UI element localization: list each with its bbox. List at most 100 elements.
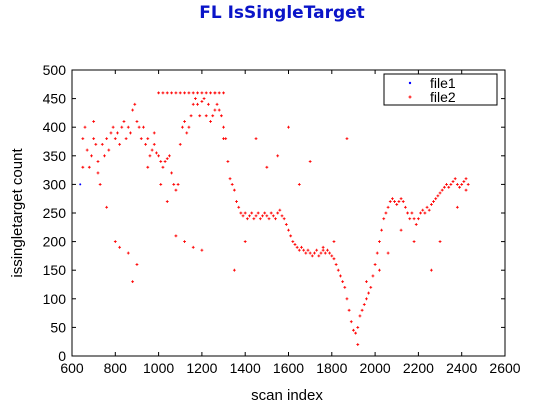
data-point <box>289 234 293 238</box>
data-point <box>300 245 303 249</box>
data-point <box>399 228 403 232</box>
data-point <box>217 91 221 95</box>
data-point <box>222 137 225 141</box>
data-point <box>410 211 414 215</box>
data-point <box>414 223 418 226</box>
data-point <box>438 240 442 243</box>
data-point <box>113 240 117 243</box>
data-point <box>178 142 182 146</box>
data-point <box>157 154 160 158</box>
data-point <box>408 217 412 221</box>
data-point <box>142 125 145 129</box>
data-point <box>157 91 160 95</box>
data-point <box>213 91 217 95</box>
data-point <box>139 137 143 141</box>
data-point <box>365 297 368 301</box>
data-point <box>458 185 461 189</box>
data-point <box>85 148 89 152</box>
data-point <box>183 91 186 95</box>
chart-title: FL IsSingleTarget <box>199 3 365 23</box>
data-point <box>174 234 178 238</box>
data-point <box>425 205 429 209</box>
data-point <box>321 248 325 252</box>
data-point <box>92 120 96 123</box>
data-point <box>126 125 130 129</box>
data-point <box>429 268 433 272</box>
legend-box <box>383 73 498 106</box>
y-tick-label: 150 <box>43 262 67 278</box>
x-tick-label: 800 <box>104 360 128 376</box>
data-point <box>100 142 104 146</box>
data-point <box>460 183 464 186</box>
data-point <box>202 97 206 100</box>
x-tick-label: 2200 <box>403 360 434 376</box>
plot-frame <box>71 69 506 357</box>
data-point <box>256 211 260 215</box>
data-point <box>174 188 178 192</box>
data-point <box>87 165 91 169</box>
data-point <box>209 120 212 123</box>
x-tick-label: 1200 <box>186 360 217 376</box>
data-point <box>427 208 431 212</box>
data-point <box>183 120 186 123</box>
data-point <box>232 188 236 192</box>
data-point <box>442 185 446 189</box>
data-point <box>163 160 167 163</box>
data-point <box>317 254 321 258</box>
y-tick-label: 450 <box>43 91 67 107</box>
data-point <box>90 154 93 158</box>
data-point <box>213 108 217 112</box>
data-point <box>248 214 251 218</box>
data-point <box>306 248 310 252</box>
data-point <box>308 251 312 255</box>
data-point <box>254 137 258 141</box>
y-tick-label: 0 <box>58 348 66 364</box>
data-point <box>155 151 158 155</box>
data-point <box>131 280 135 284</box>
data-point <box>161 165 165 169</box>
data-point <box>276 154 280 158</box>
data-point <box>196 102 199 106</box>
data-point <box>187 125 191 129</box>
data-point <box>103 154 106 158</box>
data-point <box>447 185 451 189</box>
data-point <box>362 303 366 306</box>
data-point <box>412 240 416 243</box>
legend-label-file1: file1 <box>430 75 456 91</box>
data-point <box>356 326 360 329</box>
data-point <box>293 243 297 246</box>
data-point <box>200 91 204 95</box>
data-point <box>453 177 457 181</box>
data-point <box>81 137 85 141</box>
data-point <box>230 183 234 186</box>
data-point <box>243 211 247 215</box>
data-point <box>280 214 284 218</box>
legend-marker-file1 <box>408 81 412 85</box>
data-point <box>135 120 139 123</box>
data-point <box>419 211 422 215</box>
data-point <box>111 125 115 129</box>
data-point <box>237 205 241 209</box>
data-point <box>393 200 396 203</box>
data-point <box>152 131 156 135</box>
data-point <box>304 251 308 255</box>
data-point <box>172 183 176 186</box>
data-point <box>209 91 212 95</box>
data-point <box>217 108 221 112</box>
data-point <box>265 165 269 169</box>
y-tick-label: 500 <box>43 62 67 78</box>
data-point <box>412 217 416 221</box>
y-tick-label: 50 <box>50 319 66 335</box>
data-point <box>263 211 267 215</box>
data-point <box>116 131 119 135</box>
data-point <box>367 291 371 295</box>
data-point <box>239 211 243 215</box>
data-point <box>245 217 249 221</box>
data-point <box>399 197 403 201</box>
data-point <box>388 200 392 203</box>
data-point <box>126 251 130 255</box>
data-point <box>133 102 137 106</box>
data-point <box>365 280 368 284</box>
